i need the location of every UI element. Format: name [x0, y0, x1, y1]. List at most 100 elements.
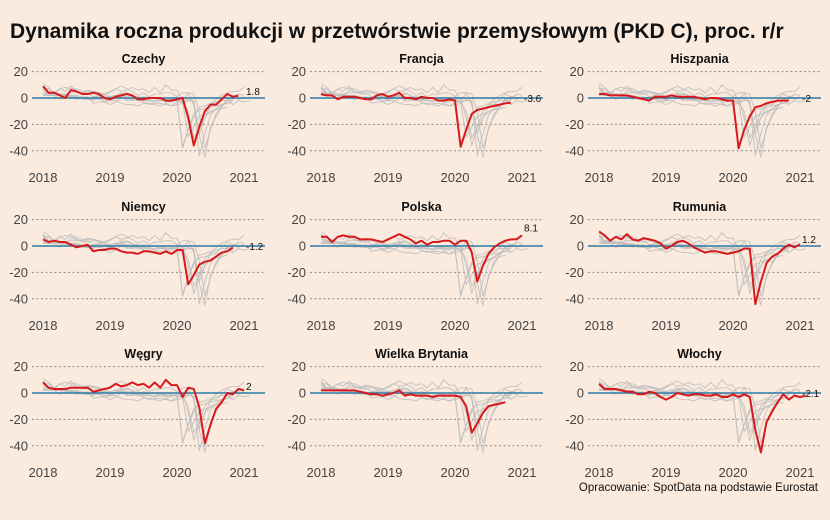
background-series-line	[42, 378, 245, 452]
y-tick-label: 20	[14, 359, 28, 374]
x-tick-label: 2020	[719, 318, 748, 333]
y-tick-label: 0	[21, 386, 28, 401]
x-tick-label: 2019	[96, 318, 125, 333]
y-tick-label: -40	[287, 143, 306, 158]
x-tick-label: 2019	[652, 318, 681, 333]
background-series-line	[321, 93, 511, 149]
background-series-line	[599, 233, 801, 284]
x-tick-label: 2021	[508, 318, 537, 333]
x-tick-label: 2018	[585, 318, 614, 333]
background-series-line	[43, 233, 245, 284]
x-tick-label: 2020	[441, 318, 470, 333]
highlight-series-line	[599, 93, 789, 150]
x-tick-label: 2021	[508, 170, 537, 185]
panel-title: Francja	[399, 52, 445, 66]
x-tick-label: 2019	[374, 170, 403, 185]
x-tick-label: 2018	[585, 465, 614, 480]
y-tick-label: -20	[287, 117, 306, 132]
y-tick-label: 20	[292, 64, 306, 79]
x-tick-label: 2018	[307, 170, 336, 185]
background-series-line	[320, 232, 523, 297]
x-tick-label: 2019	[96, 170, 125, 185]
y-tick-label: 0	[299, 239, 306, 254]
x-tick-label: 2020	[163, 318, 192, 333]
background-series-line	[42, 84, 245, 149]
background-series-line	[42, 231, 245, 305]
background-series-line	[599, 388, 789, 444]
background-series-line	[320, 378, 523, 452]
x-tick-label: 2019	[652, 170, 681, 185]
x-tick-label: 2021	[786, 465, 815, 480]
y-tick-label: -20	[565, 117, 584, 132]
background-series-line	[598, 232, 801, 297]
y-tick-label: 0	[577, 239, 584, 254]
background-series-line	[320, 236, 528, 306]
background-series-line	[598, 378, 801, 452]
y-tick-label: -40	[565, 438, 584, 453]
x-tick-label: 2018	[29, 465, 58, 480]
background-series-line	[598, 236, 806, 306]
highlight-series-line	[321, 389, 506, 434]
background-series-line	[321, 388, 511, 444]
x-tick-label: 2021	[230, 170, 259, 185]
x-tick-label: 2018	[29, 170, 58, 185]
x-tick-label: 2021	[508, 465, 537, 480]
x-tick-label: 2021	[786, 318, 815, 333]
highlight-series-line	[42, 378, 245, 445]
highlight-series-line	[598, 383, 806, 454]
last-value-label: -2	[802, 94, 811, 105]
chart-title: Dynamika roczna produkcji w przetwórstwi…	[10, 20, 784, 43]
y-tick-label: -40	[565, 143, 584, 158]
x-tick-label: 2018	[585, 170, 614, 185]
y-tick-label: -40	[9, 291, 28, 306]
background-series-line	[320, 379, 523, 444]
x-tick-label: 2020	[719, 465, 748, 480]
background-series-line	[320, 83, 523, 157]
background-series-line	[43, 241, 233, 297]
y-tick-label: -40	[9, 143, 28, 158]
last-value-label: -3.6	[524, 94, 542, 105]
panel-title: Niemcy	[121, 200, 166, 214]
background-series-line	[598, 379, 801, 444]
y-tick-label: 20	[14, 64, 28, 79]
panel-title: Hiszpania	[670, 52, 729, 66]
y-tick-label: 20	[292, 212, 306, 227]
x-tick-label: 2020	[163, 465, 192, 480]
last-value-label: 1.2	[802, 235, 816, 246]
y-tick-label: 0	[577, 386, 584, 401]
y-tick-label: -40	[565, 291, 584, 306]
background-series-line	[321, 380, 523, 431]
y-tick-label: 0	[21, 91, 28, 106]
last-value-label: 2	[246, 382, 252, 393]
background-series-line	[320, 231, 523, 305]
y-tick-label: 20	[570, 64, 584, 79]
x-tick-label: 2019	[374, 465, 403, 480]
y-tick-label: 0	[299, 91, 306, 106]
highlight-series-line	[42, 238, 234, 286]
panel-title: Włochy	[677, 347, 721, 361]
background-series-line	[599, 85, 801, 136]
y-tick-label: -20	[565, 265, 584, 280]
background-series-line	[321, 85, 523, 136]
x-tick-label: 2018	[307, 318, 336, 333]
last-value-label: -1.2	[246, 242, 264, 253]
y-tick-label: 0	[577, 91, 584, 106]
y-tick-label: -20	[565, 412, 584, 427]
y-tick-label: 0	[299, 386, 306, 401]
last-value-label: 8.1	[524, 223, 538, 234]
x-tick-label: 2020	[441, 170, 470, 185]
x-tick-label: 2020	[441, 465, 470, 480]
panel-title: Węgry	[124, 347, 162, 361]
background-series-line	[598, 83, 801, 157]
y-tick-label: 20	[292, 359, 306, 374]
y-tick-label: 20	[570, 359, 584, 374]
source-note: Opracowanie: SpotData na podstawie Euros…	[578, 482, 818, 494]
background-series-line	[42, 232, 245, 297]
background-series-line	[320, 84, 523, 149]
y-tick-label: 0	[21, 239, 28, 254]
